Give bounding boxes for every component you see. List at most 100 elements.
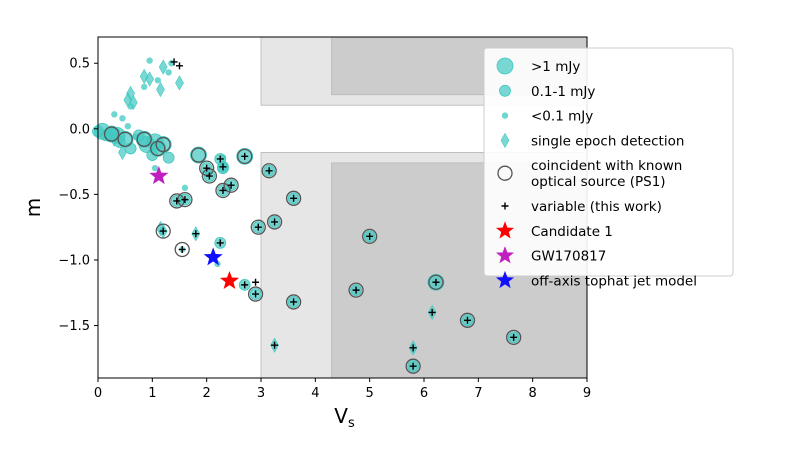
point-variable-this-work-19 (271, 341, 279, 349)
point-coincident-with-known-optical-source-ps1-5 (190, 147, 207, 163)
point-variable-this-work-26 (205, 172, 213, 180)
point-single-epoch-detection-1 (118, 144, 127, 161)
x-axis-label: Vs (334, 404, 355, 431)
point-0-1-mjy-7 (111, 111, 118, 118)
point-variable-this-work-4 (290, 194, 298, 202)
point-coincident-with-known-optical-source-ps1-12 (362, 228, 378, 245)
point-coincident-with-known-optical-source-ps1-6 (237, 148, 253, 165)
point-0-1-mjy-3 (146, 57, 153, 64)
x-tick-label: 1 (148, 386, 156, 401)
point-0-1-1-mjy-7 (162, 151, 175, 164)
point-variable-this-work-31 (159, 227, 167, 235)
point-variable-this-work-6 (271, 218, 279, 226)
point-variable-this-work-30 (219, 163, 227, 171)
legend-marker-0 (496, 57, 514, 75)
point-variable-this-work-0 (170, 58, 178, 66)
y-axis-ticks: 0.5 0.0 −0.5 −1.0 −1.5 (58, 57, 98, 334)
x-tick-label: 2 (203, 386, 211, 401)
legend-marker-3 (500, 132, 510, 149)
x-axis-label-subscript: s (348, 416, 355, 431)
legend-label: Candidate 1 (531, 224, 613, 240)
legend-marker-8 (495, 270, 515, 289)
point-single-epoch-detection-8 (126, 85, 135, 102)
point-coincident-with-known-optical-source-ps1-14 (459, 312, 476, 328)
point-0-1-mjy-8 (124, 122, 132, 130)
point-0-1-mjy-2 (140, 83, 148, 91)
point-0-1-mjy-5 (165, 69, 172, 76)
point-coincident-with-known-optical-source-ps1-19 (169, 193, 185, 209)
point-coincident-with-known-optical-source-ps1-4 (155, 136, 171, 153)
point-variable-this-work-21 (192, 230, 200, 238)
point-coincident-with-known-optical-source-ps1-8 (247, 286, 264, 302)
legend-label: optical source (PS1) (531, 174, 666, 190)
point-variable-this-work-2 (241, 152, 249, 160)
point-off-axis-tophat-jet-model-0 (203, 247, 223, 266)
legend-label: off-axis tophat jet model (531, 273, 697, 289)
legend-label: <0.1 mJy (531, 109, 593, 125)
point-variable-this-work-29 (216, 155, 224, 163)
point-coincident-with-known-optical-source-ps1-10 (285, 294, 302, 310)
point-coincident-with-known-optical-source-ps1-18 (250, 219, 266, 235)
legend-label: >1 mJy (531, 59, 580, 75)
point-coincident-with-known-optical-source-ps1-21 (215, 182, 231, 199)
point-candidate-1-0 (219, 270, 239, 290)
point-coincident-with-known-optical-source-ps1-11 (348, 282, 364, 298)
point-variable-this-work-9 (352, 286, 360, 294)
point-single-epoch-detection-6 (156, 81, 165, 98)
point-gw170817-0 (149, 166, 169, 185)
legend-marker-7 (495, 246, 515, 264)
point-variable-this-work-12 (241, 281, 249, 289)
legend-marker-6 (495, 221, 515, 239)
x-tick-label: 7 (474, 386, 482, 401)
x-axis-label-main: V (334, 404, 348, 428)
point-variable-this-work-17 (463, 316, 471, 324)
legend-marker-1 (499, 84, 511, 97)
legend-box (483, 47, 734, 277)
point-coincident-with-known-optical-source-ps1-26 (174, 241, 190, 258)
point-variable-this-work-18 (510, 333, 518, 341)
point-0-1-mjy-10 (181, 184, 189, 192)
point-variable-this-work-20 (216, 239, 224, 247)
point-variable-this-work-15 (409, 344, 417, 352)
legend-marker-4 (497, 165, 513, 181)
legend-label: 0.1-1 mJy (531, 84, 595, 100)
x-tick-label: 8 (529, 386, 537, 401)
point-coincident-with-known-optical-source-ps1-7 (428, 274, 444, 290)
point-coincident-with-known-optical-source-ps1-15 (506, 329, 522, 345)
point-variable-this-work-25 (203, 164, 211, 172)
point-variable-this-work-3 (265, 167, 273, 175)
point-single-epoch-detection-7 (158, 59, 168, 75)
point-variable-this-work-22 (178, 245, 186, 253)
point-variable-this-work-14 (409, 362, 417, 370)
legend-label: variable (this work) (531, 199, 662, 215)
point-variable-this-work-5 (254, 223, 262, 231)
x-tick-label: 3 (257, 386, 265, 401)
legend-marker-2 (501, 112, 509, 119)
point-coincident-with-known-optical-source-ps1-2 (136, 131, 152, 147)
point-coincident-with-known-optical-source-ps1-23 (199, 160, 215, 176)
x-tick-label: 6 (420, 386, 428, 401)
point-variable-this-work-27 (219, 186, 227, 194)
y-tick-label: −0.5 (58, 188, 90, 203)
y-tick-label: −1.5 (58, 319, 90, 334)
y-tick-label: 0.5 (69, 57, 90, 72)
point-single-epoch-detection-5 (145, 71, 154, 87)
x-tick-label: 4 (311, 386, 319, 401)
point-variable-this-work-28 (227, 181, 235, 189)
data-points (92, 57, 522, 374)
point-variable-this-work-24 (181, 196, 189, 204)
x-tick-label: 5 (366, 386, 374, 401)
point-coincident-with-known-optical-source-ps1-1 (117, 131, 133, 147)
x-axis-ticks: 0 1 2 3 4 5 6 7 8 9 (94, 378, 591, 401)
point-variable-this-work-1 (176, 62, 183, 70)
legend-label: coincident with known (531, 158, 682, 174)
point-coincident-with-known-optical-source-ps1-22 (223, 177, 239, 193)
point-0-1-mjy-11 (151, 164, 159, 172)
point-coincident-with-known-optical-source-ps1-25 (155, 223, 171, 239)
y-tick-label: −1.0 (58, 253, 90, 268)
y-tick-label: 0.0 (69, 122, 90, 137)
point-coincident-with-known-optical-source-ps1-24 (201, 168, 218, 184)
point-coincident-with-known-optical-source-ps1-9 (261, 163, 277, 179)
point-1-mjy-9 (190, 146, 207, 164)
